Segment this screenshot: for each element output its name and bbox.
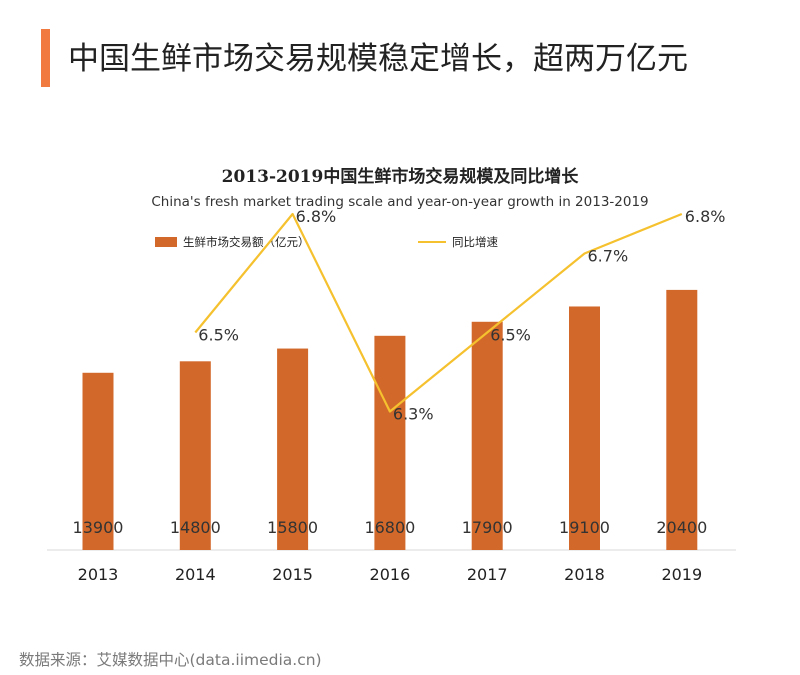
page-title: 中国生鲜市场交易规模稳定增长，超两万亿元 [68,41,688,77]
bar-2018 [569,306,600,550]
x-tick-label-2019: 2019 [661,565,702,584]
legend-label-line-series: 同比增速 [452,235,498,249]
legend-swatch-line [418,241,446,243]
chart-title: 2013-2019中国生鲜市场交易规模及同比增长 [221,167,579,187]
data-source-note: 数据来源：艾媒数据中心(data.iimedia.cn) [19,651,322,669]
bar-value-label-2013: 13900 [73,518,124,537]
line-value-label-2015: 6.8% [296,207,337,226]
x-tick-label-2015: 2015 [272,565,313,584]
bar-2019 [666,289,698,550]
legend-swatch-bar [155,237,177,247]
bar-value-label-2017: 17900 [462,518,513,537]
bar-value-label-2016: 16800 [364,518,415,537]
line-value-label-2018: 6.7% [588,247,629,266]
bar-value-label-2015: 15800 [267,518,318,537]
bar-2013 [82,372,114,550]
x-tick-label-2017: 2017 [467,565,508,584]
x-tick-label-2014: 2014 [175,565,216,584]
line-value-label-2017: 6.5% [490,326,531,345]
line-value-label-2016: 6.3% [393,405,434,424]
bar-value-label-2014: 14800 [170,518,221,537]
bar-value-label-2018: 19100 [559,518,610,537]
bar-2015 [277,348,309,550]
growth-line [194,212,683,413]
x-tick-label-2016: 2016 [370,565,411,584]
x-tick-label-2013: 2013 [78,565,119,584]
legend-item-line-series: 同比增速 [418,233,498,251]
bar-2016 [374,335,406,550]
x-tick-label-2018: 2018 [564,565,605,584]
title-accent-bar [41,29,50,87]
bar-2017 [471,321,503,550]
legend-label-bar-series: 生鲜市场交易额（亿元） [183,235,310,249]
bar-value-label-2019: 20400 [656,518,707,537]
bar-2014 [179,361,211,550]
chart-subtitle: China's fresh market trading scale and y… [151,194,649,210]
legend-item-bar-series: 生鲜市场交易额（亿元） [155,233,310,251]
line-value-label-2014: 6.5% [198,326,239,345]
line-value-label-2019: 6.8% [685,207,726,226]
